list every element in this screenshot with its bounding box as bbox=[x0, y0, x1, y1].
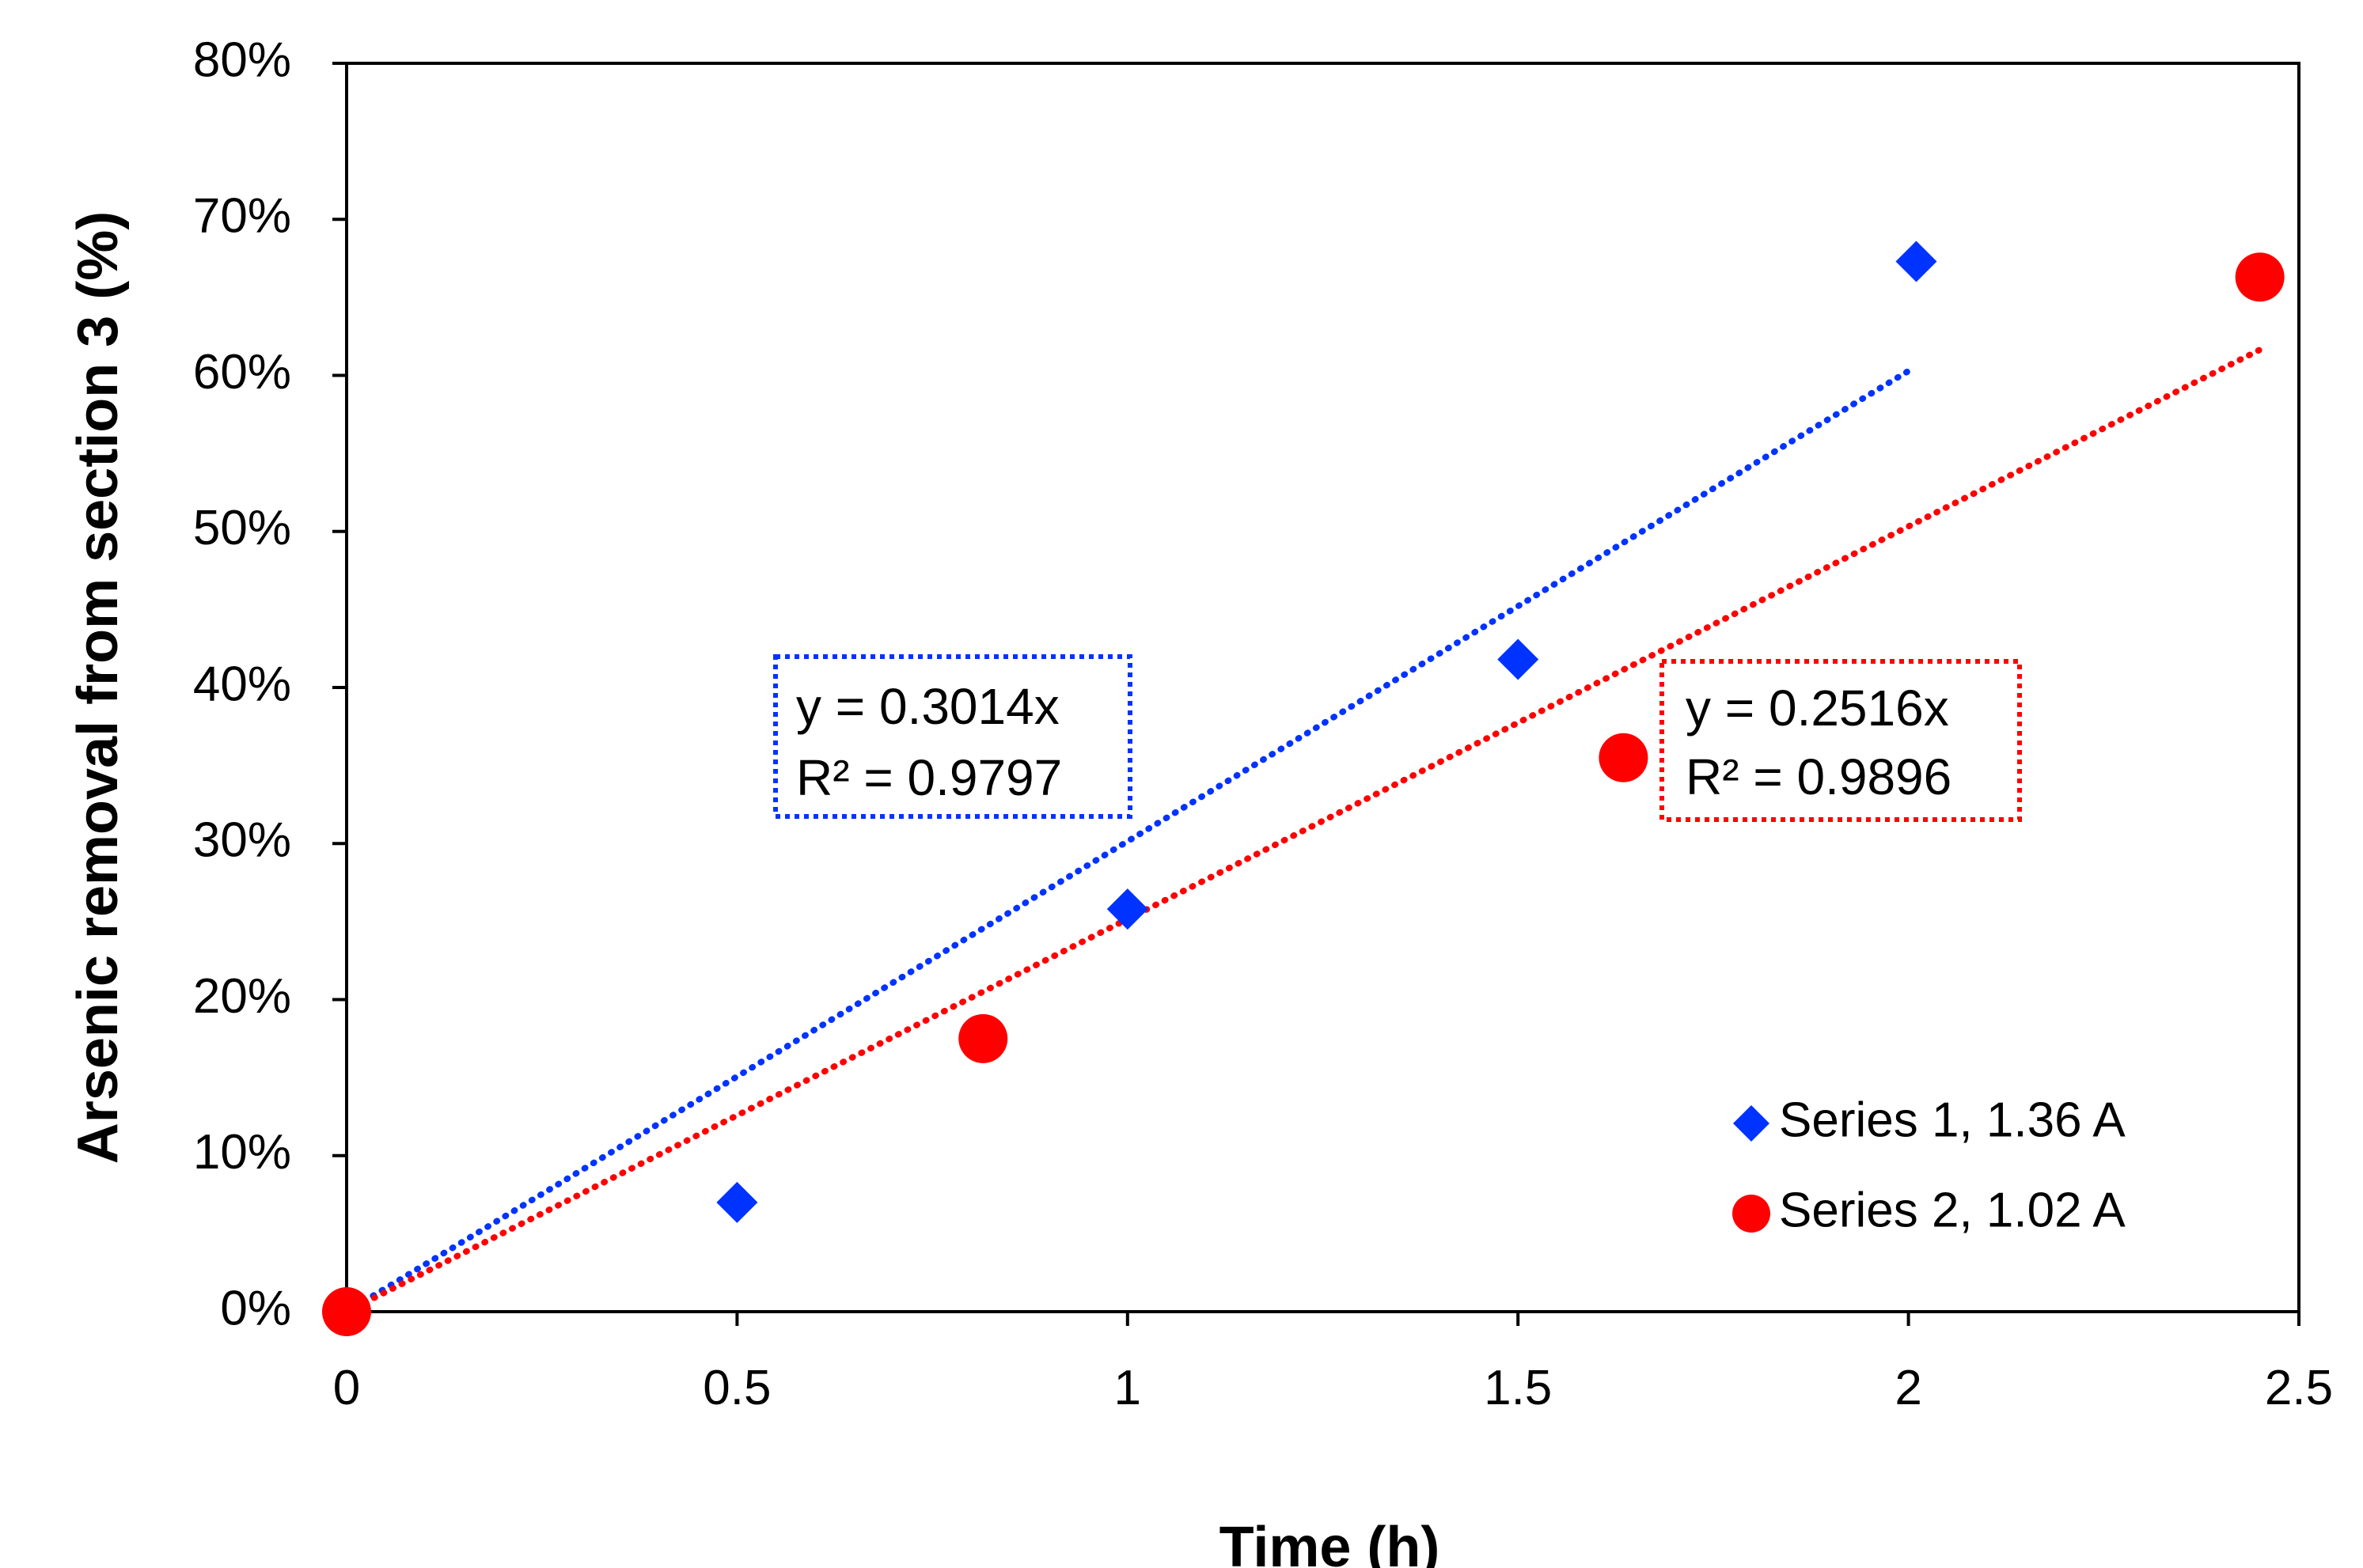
y-axis-title: Arsenic removal from section 3 (%) bbox=[66, 211, 130, 1164]
data-point-series-2 bbox=[1599, 733, 1648, 782]
trendline-series-2 bbox=[343, 347, 2263, 1315]
y-tick-label: 80% bbox=[193, 32, 291, 87]
x-tick-label: 1.5 bbox=[1484, 1361, 1552, 1415]
legend-label-series-2: Series 2, 1.02 A bbox=[1779, 1183, 2126, 1237]
y-tick-label: 0% bbox=[220, 1281, 291, 1335]
y-tick-label: 30% bbox=[193, 813, 291, 868]
x-tick-label: 2.5 bbox=[2265, 1361, 2333, 1415]
trendline-label-series-2: y = 0.2516x R² = 0.9896 bbox=[1659, 659, 2022, 822]
equation-series-2: y = 0.2516x bbox=[1686, 680, 1949, 737]
y-tick-label: 50% bbox=[193, 501, 291, 555]
x-tick-label: 0 bbox=[333, 1361, 360, 1415]
legend-label-series-1: Series 1, 1.36 A bbox=[1779, 1093, 2126, 1147]
data-points bbox=[322, 241, 2285, 1336]
trendline-label-box-series-1 bbox=[773, 654, 1132, 819]
y-tick-label: 20% bbox=[193, 969, 291, 1024]
r-squared-series-2: R² = 0.9896 bbox=[1686, 748, 1951, 805]
y-tick-label: 40% bbox=[193, 657, 291, 711]
y-tick-label: 10% bbox=[193, 1125, 291, 1180]
trendlines bbox=[343, 347, 2263, 1315]
data-point-series-1 bbox=[1106, 888, 1148, 930]
legend-marker-series-2 bbox=[1732, 1195, 1770, 1233]
data-point-series-1 bbox=[1895, 241, 1937, 282]
x-tick-label: 2 bbox=[1895, 1361, 1921, 1415]
x-tick-label: 0.5 bbox=[703, 1361, 771, 1415]
equation-series-1: y = 0.3014x bbox=[796, 678, 1060, 735]
legend-marker-series-1 bbox=[1733, 1105, 1769, 1142]
y-axis-ticks: 0% 10% 20% 30% 40% 50% 60% 70% 80% bbox=[193, 32, 347, 1335]
data-point-series-2 bbox=[958, 1013, 1008, 1063]
trendline-label-box-series-2 bbox=[1659, 659, 2022, 822]
data-point-series-2 bbox=[322, 1287, 371, 1336]
data-point-series-1 bbox=[1497, 638, 1539, 680]
x-tick-label: 1 bbox=[1114, 1361, 1141, 1415]
r-squared-series-1: R² = 0.9797 bbox=[796, 749, 1062, 806]
trendline-label-series-1: y = 0.3014x R² = 0.9797 bbox=[773, 654, 1132, 819]
trendline-series-1 bbox=[343, 367, 1912, 1315]
x-axis-ticks: 0 0.5 1 1.5 2 2.5 bbox=[333, 1312, 2333, 1415]
y-tick-label: 60% bbox=[193, 345, 291, 400]
legend: Series 1, 1.36 A Series 2, 1.02 A bbox=[1732, 1093, 2126, 1237]
data-point-series-1 bbox=[716, 1181, 758, 1223]
x-axis-title: Time (h) bbox=[1219, 1516, 1440, 1568]
data-point-series-2 bbox=[2235, 252, 2285, 302]
y-tick-label: 70% bbox=[193, 189, 291, 244]
